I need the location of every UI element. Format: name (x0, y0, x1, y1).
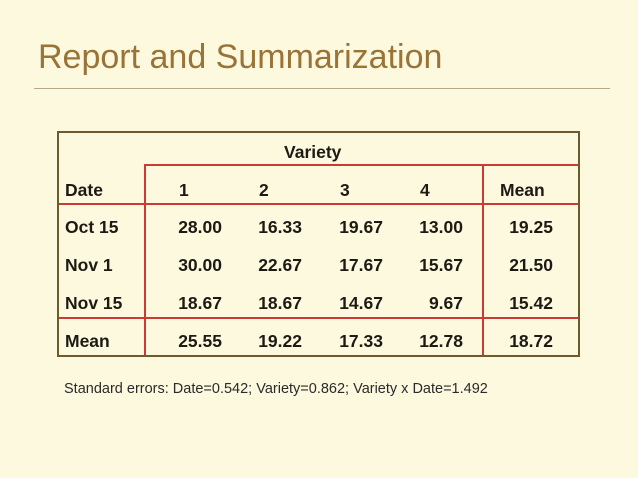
standard-errors-footnote: Standard errors: Date=0.542; Variety=0.8… (64, 381, 488, 397)
table-cell: 13.00 (419, 217, 463, 237)
date-column-rule (144, 164, 146, 355)
table-cell: 14.67 (339, 293, 383, 313)
title-divider (34, 88, 610, 89)
column-header-variety-2: 2 (259, 180, 269, 200)
table-cell: 17.33 (339, 331, 383, 351)
grand-mean-cell: 18.72 (509, 331, 553, 351)
table-cell: 16.33 (258, 217, 302, 237)
row-label-nov-1: Nov 1 (65, 255, 113, 275)
table-cell: 18.67 (178, 293, 222, 313)
mean-row-rule (59, 317, 578, 319)
table-cell: 19.22 (258, 331, 302, 351)
table-cell: 30.00 (178, 255, 222, 275)
variety-group-header: Variety (284, 142, 342, 162)
row-mean-cell: 19.25 (509, 217, 553, 237)
column-header-date: Date (65, 180, 103, 200)
variety-header-rule (144, 164, 578, 166)
row-mean-cell: 15.42 (509, 293, 553, 313)
row-mean-cell: 21.50 (509, 255, 553, 275)
table-cell: 28.00 (178, 217, 222, 237)
table-cell: 19.67 (339, 217, 383, 237)
column-header-variety-1: 1 (179, 180, 189, 200)
row-label-mean: Mean (65, 331, 110, 351)
table-cell: 18.67 (258, 293, 302, 313)
table-cell: 17.67 (339, 255, 383, 275)
results-table: Variety Date 1 2 3 4 Mean Oct 15 28.00 1… (57, 131, 580, 357)
table-cell: 22.67 (258, 255, 302, 275)
table-cell: 25.55 (178, 331, 222, 351)
column-header-rule (59, 203, 578, 205)
column-header-variety-4: 4 (420, 180, 430, 200)
slide-title: Report and Summarization (38, 38, 443, 76)
table-cell: 15.67 (419, 255, 463, 275)
row-label-oct-15: Oct 15 (65, 217, 119, 237)
row-label-nov-15: Nov 15 (65, 293, 123, 313)
column-header-mean: Mean (500, 180, 545, 200)
table-cell: 12.78 (419, 331, 463, 351)
table-cell: 9.67 (428, 293, 463, 313)
mean-column-rule (482, 164, 484, 355)
column-header-variety-3: 3 (340, 180, 350, 200)
